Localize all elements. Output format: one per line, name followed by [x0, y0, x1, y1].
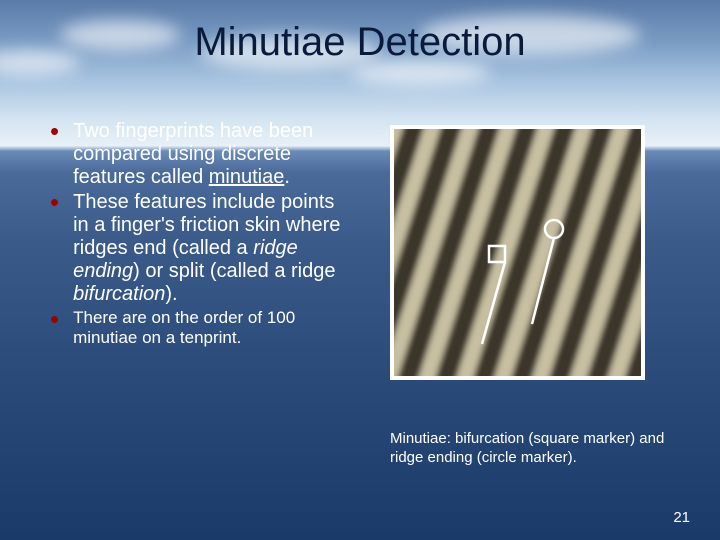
bullet-item: • Two fingerprints have been compared usi… [50, 120, 350, 189]
bullet-text: There are on the order of 100 minutiae o… [73, 308, 350, 349]
bullet-dot: • [50, 191, 59, 213]
figure-caption: Minutiae: bifurcation (square marker) an… [390, 430, 690, 468]
bullet-item: • These features include points in a fing… [50, 191, 350, 306]
bullet-item: • There are on the order of 100 minutiae … [50, 308, 350, 349]
bullet-text: Two fingerprints have been compared usin… [73, 120, 350, 189]
bullet-dot: • [50, 308, 59, 330]
bullet-text: These features include points in a finge… [73, 191, 350, 306]
fingerprint-figure [390, 125, 645, 380]
bullet-dot: • [50, 120, 59, 142]
bullet-list: • Two fingerprints have been compared usi… [50, 120, 350, 351]
slide-title: Minutiae Detection [0, 20, 720, 65]
page-number: 21 [673, 509, 690, 526]
fingerprint-svg [394, 129, 641, 376]
